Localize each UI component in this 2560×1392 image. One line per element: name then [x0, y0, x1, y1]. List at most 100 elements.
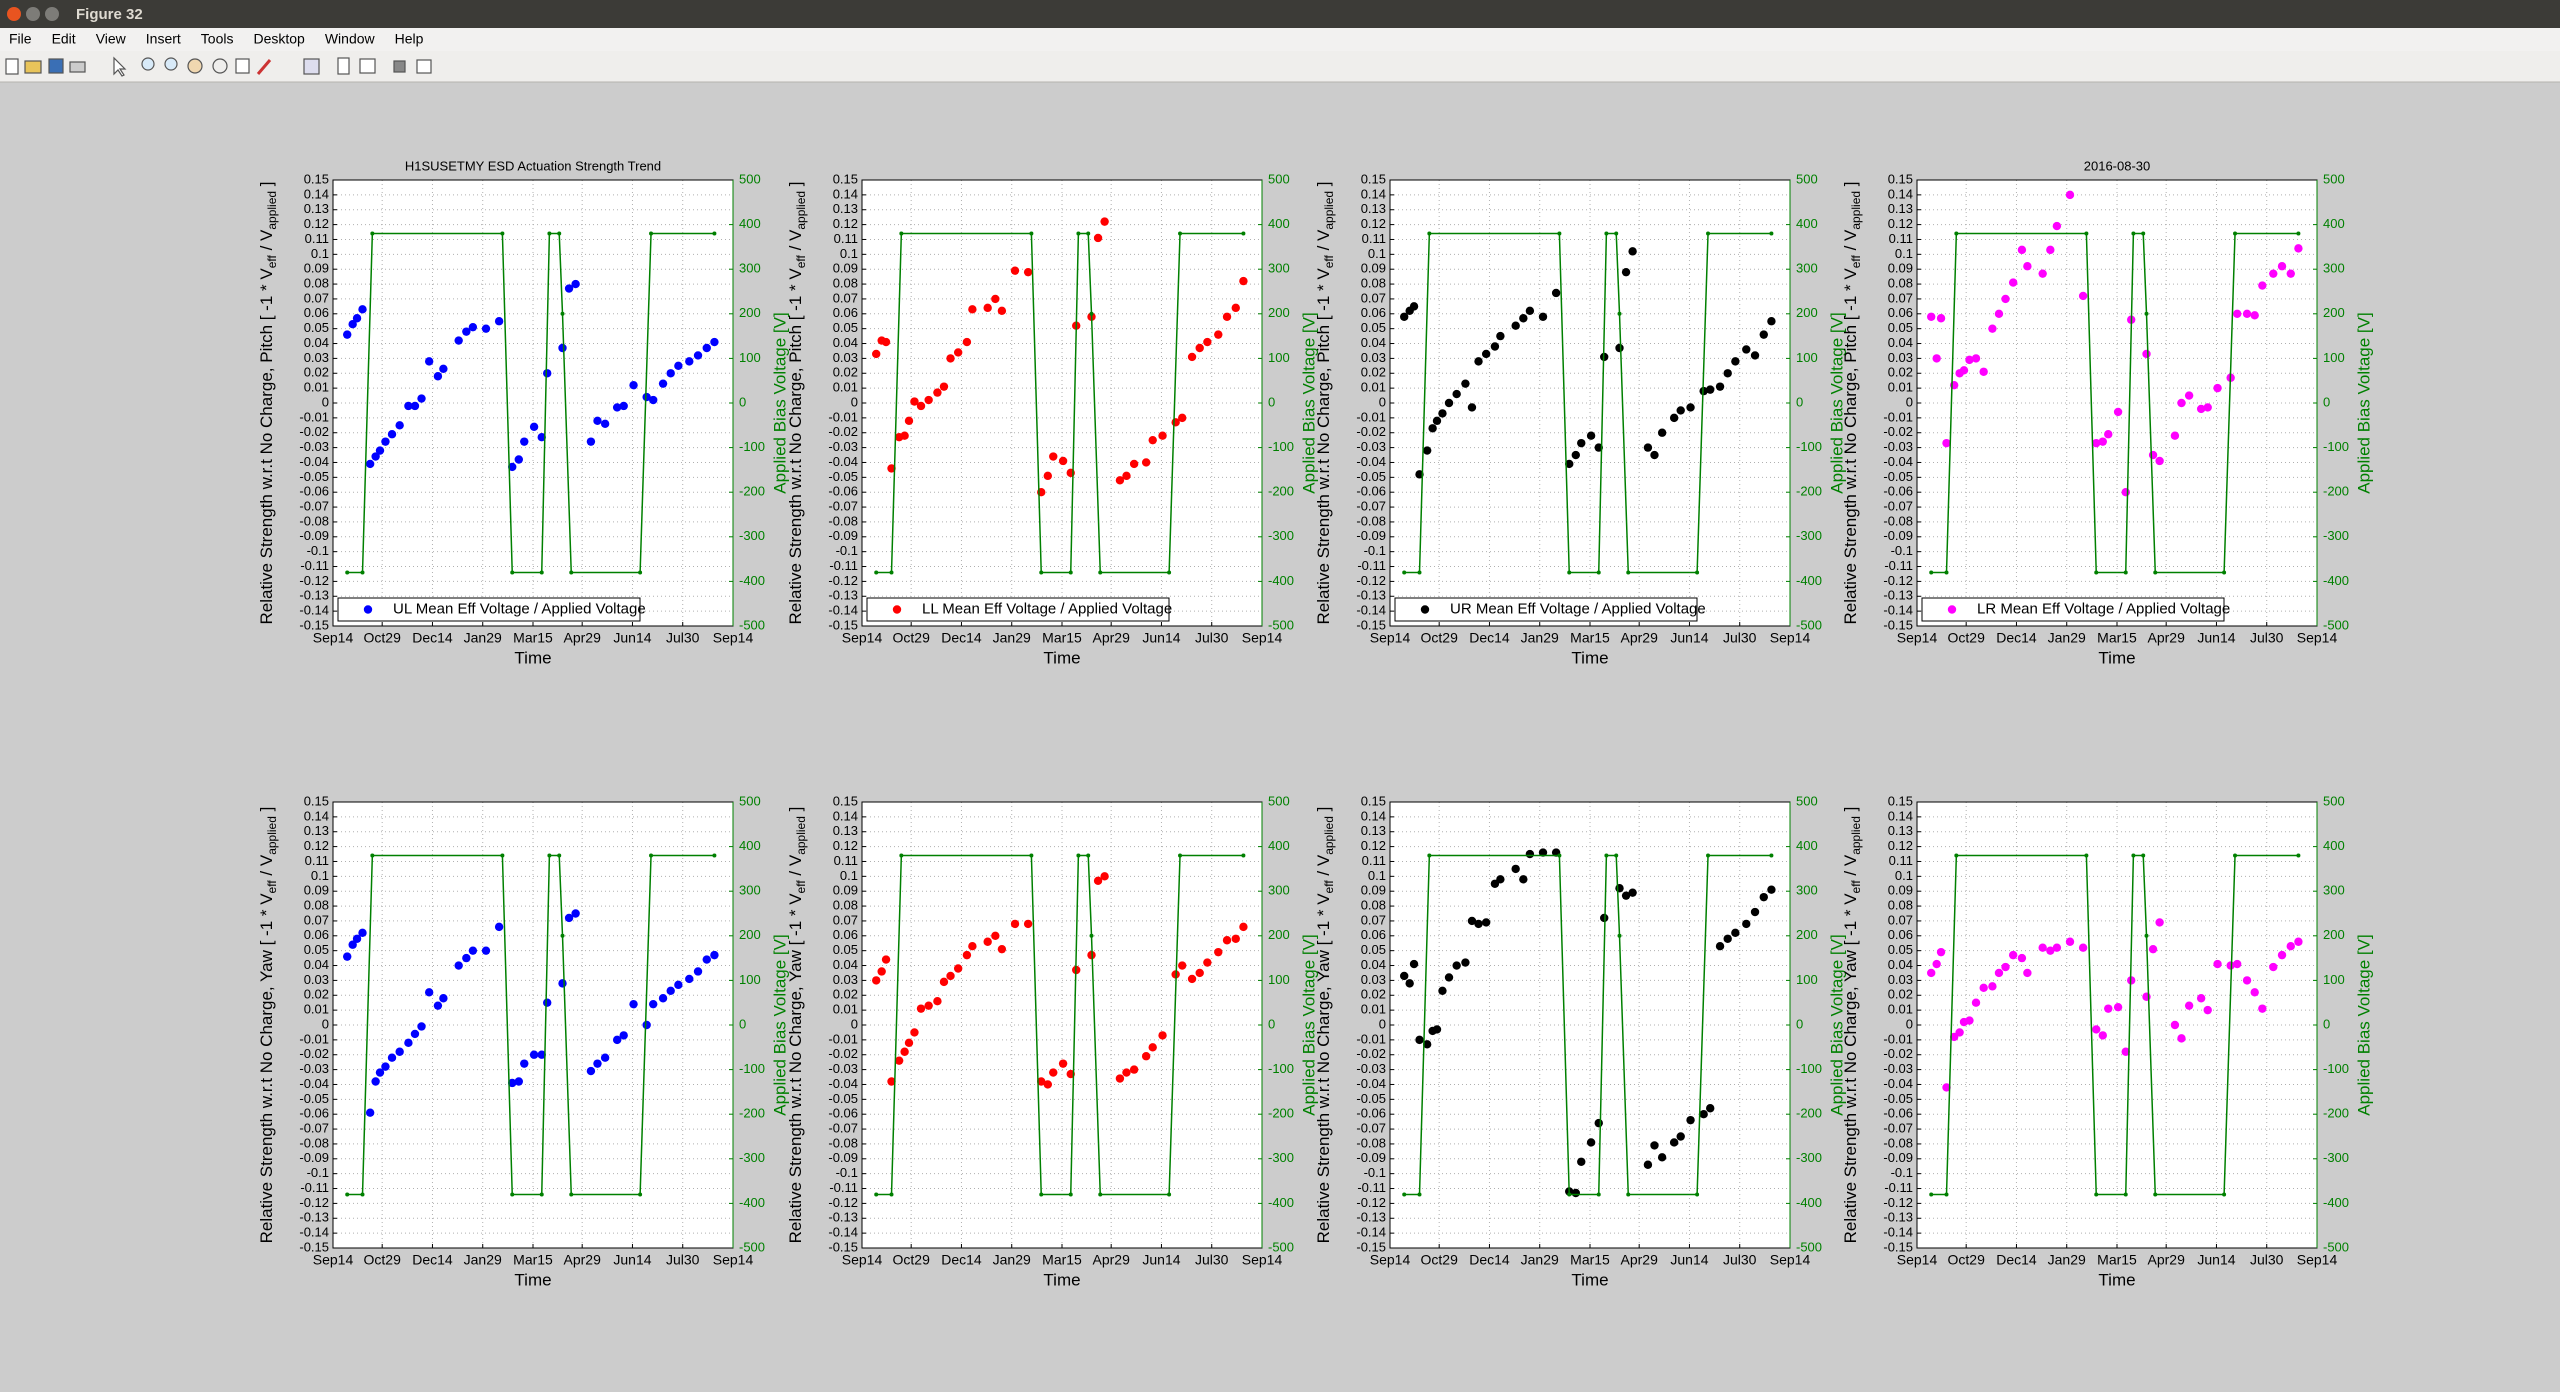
bias-marker — [1402, 1192, 1407, 1197]
data-point — [710, 337, 719, 347]
zoom-out-icon[interactable] — [164, 57, 178, 71]
print-icon[interactable] — [69, 61, 86, 73]
x-tick-label: Jun14 — [1670, 1252, 1708, 1268]
data-point — [1767, 317, 1776, 326]
menu-item[interactable]: Insert — [146, 31, 181, 47]
link-icon[interactable] — [303, 58, 320, 75]
data-point — [404, 401, 413, 411]
hide-tools-icon[interactable] — [393, 60, 406, 73]
data-point — [962, 337, 972, 347]
data-point — [424, 988, 434, 997]
y2-tick-label: 400 — [1796, 838, 1818, 853]
y2-tick-label: -100 — [1268, 439, 1294, 454]
datacursor-icon[interactable] — [235, 58, 250, 74]
toolbar-icons — [5, 56, 432, 77]
data-point — [1686, 403, 1695, 412]
y-tick-label: 0.09 — [1361, 883, 1386, 898]
minimize-button[interactable] — [26, 7, 40, 21]
zoom-in-icon[interactable] — [141, 57, 155, 71]
y-tick-label: 0.01 — [833, 1002, 858, 1017]
y-tick-label: 0.1 — [840, 868, 858, 883]
data-point — [1971, 354, 1981, 363]
y-tick-label: 0.07 — [833, 290, 858, 305]
colorbar-icon[interactable] — [337, 57, 350, 75]
bias-marker — [1076, 231, 1081, 236]
legend-icon[interactable] — [359, 58, 376, 74]
bias-marker — [557, 231, 562, 236]
bias-marker — [370, 231, 375, 236]
y-tick-label: 0.05 — [1888, 942, 1913, 957]
data-point — [1586, 1138, 1596, 1147]
brush-icon[interactable] — [256, 59, 272, 75]
menu-item[interactable]: Window — [325, 31, 376, 47]
rotate-icon[interactable] — [212, 58, 228, 74]
maximize-button[interactable] — [45, 7, 59, 21]
x-tick-label: Jan29 — [2048, 630, 2086, 646]
data-point — [2286, 269, 2295, 278]
bias-marker — [2233, 853, 2238, 858]
data-point — [558, 979, 567, 988]
data-point — [1239, 276, 1248, 286]
save-icon[interactable] — [48, 58, 64, 74]
y-tick-label: 0.1 — [840, 246, 858, 261]
x-tick-label: Apr29 — [564, 630, 602, 646]
x-tick-label: Jan29 — [1521, 1252, 1559, 1268]
data-point — [1158, 1031, 1167, 1040]
x-tick-label: Jan29 — [993, 630, 1031, 646]
menu-item[interactable]: Tools — [201, 31, 234, 47]
x-tick-label: Sep14 — [1770, 630, 1811, 646]
y2-tick-label: -400 — [1268, 1195, 1294, 1210]
y-axis-label-subscript: applied — [1322, 191, 1336, 230]
bias-marker — [2153, 1192, 2158, 1197]
y-tick-label: -0.12 — [299, 573, 329, 588]
dock-icon[interactable] — [416, 59, 432, 74]
new-icon[interactable] — [5, 58, 19, 75]
y-tick-label: 0.15 — [304, 793, 329, 808]
data-point — [1432, 416, 1442, 426]
bias-marker — [1567, 1192, 1572, 1197]
bias-marker — [1098, 570, 1103, 575]
data-point — [953, 964, 963, 973]
bias-marker — [500, 853, 505, 858]
y-tick-label: -0.06 — [1356, 1106, 1386, 1121]
y2-tick-label: 100 — [1796, 972, 1818, 987]
data-point — [887, 464, 896, 473]
y-tick-label: -0.08 — [1356, 513, 1386, 528]
y2-tick-label: -500 — [739, 617, 765, 632]
y2-tick-label: 400 — [739, 838, 761, 853]
open-icon[interactable] — [24, 60, 42, 74]
y-axis-label: Relative Strength w.r.t No Charge, Yaw [… — [257, 807, 279, 1244]
data-point — [468, 946, 478, 955]
y-axis-label-part: ] — [1841, 807, 1860, 816]
y-axis-label-part: / V — [786, 854, 805, 880]
y-tick-label: -0.08 — [1356, 1135, 1386, 1150]
x-tick-label: Sep14 — [1897, 630, 1938, 646]
menu-item[interactable]: View — [96, 31, 127, 47]
data-point — [2213, 959, 2222, 969]
y2-tick-label: -100 — [1268, 1061, 1294, 1076]
data-point — [2008, 950, 2018, 960]
bias-marker — [500, 231, 505, 236]
data-point — [1148, 1043, 1157, 1052]
bias-marker — [1098, 1192, 1103, 1197]
y-tick-label: 0.04 — [1361, 335, 1386, 350]
y-tick-label: -0.03 — [299, 1061, 329, 1076]
menu-item[interactable]: Help — [395, 31, 424, 47]
bias-marker — [1954, 231, 1959, 236]
data-point — [348, 320, 357, 329]
legend-box — [1394, 597, 1698, 622]
menu-item[interactable]: Edit — [52, 31, 76, 47]
close-button[interactable] — [7, 7, 21, 21]
menu-item[interactable]: File — [9, 31, 32, 47]
y-axis-label-part: Relative Strength w.r.t No Charge, Pitch… — [257, 268, 276, 625]
pointer-icon[interactable] — [113, 56, 127, 77]
pan-icon[interactable] — [187, 58, 203, 74]
y2-tick-label: 500 — [739, 793, 761, 808]
y2-tick-label: -300 — [1268, 1150, 1294, 1165]
y-tick-label: -0.03 — [1883, 439, 1913, 454]
y-tick-label: -0.09 — [828, 528, 858, 543]
y-tick-label: -0.14 — [1883, 1225, 1913, 1240]
bias-marker — [1614, 853, 1619, 858]
menu-item[interactable]: Desktop — [253, 31, 305, 47]
y-tick-label: -0.04 — [1883, 454, 1913, 469]
